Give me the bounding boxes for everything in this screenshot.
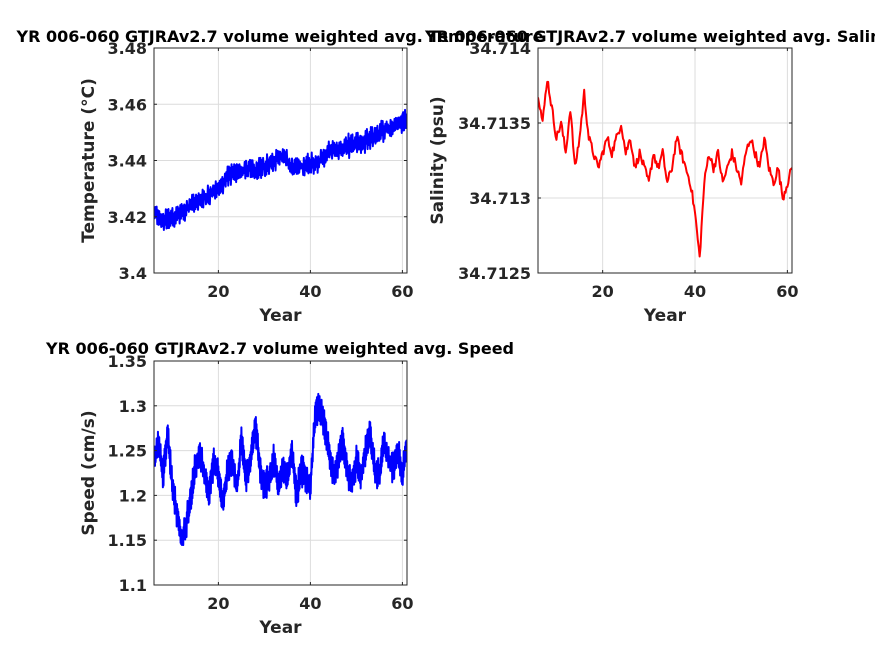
y-tick-label: 1.35 — [108, 352, 147, 371]
y-tick-label: 3.44 — [108, 152, 147, 171]
y-tick-label: 1.25 — [108, 442, 147, 461]
series-line — [154, 392, 407, 547]
chart-title: YR 006-060 GTJRAv2.7 volume weighted avg… — [45, 339, 514, 358]
chart-panel-3: 20 40 60 1.1 1.15 1.2 1.25 1.3 1.35 Year Speed (cm… — [45, 339, 514, 638]
y-axis-label: Speed (cm/s) — [79, 410, 99, 535]
y-tick-label: 3.48 — [108, 39, 147, 58]
x-tick-label: 40 — [684, 282, 706, 301]
y-axis-label: Temperature (°C) — [79, 78, 99, 243]
x-tick-label: 60 — [391, 594, 413, 613]
x-tick-label: 40 — [299, 594, 321, 613]
x-tick-label: 60 — [776, 282, 798, 301]
y-tick-label: 1.3 — [119, 397, 147, 416]
x-axis-label: Year — [258, 306, 302, 326]
x-tick-label: 60 — [391, 282, 413, 301]
chart-panel-2: 20 40 60 34.7125 34.713 34.7135 34.714 Year Sali… — [424, 27, 875, 326]
y-tick-label: 34.713 — [469, 189, 531, 208]
series-line — [154, 108, 407, 231]
y-tick-label: 3.42 — [108, 208, 147, 227]
x-tick-label: 20 — [207, 594, 229, 613]
y-tick-label: 1.15 — [108, 531, 147, 550]
x-tick-label: 20 — [207, 282, 229, 301]
chart-title: YR 006-060 GTJRAv2.7 volume weighted avg… — [424, 27, 875, 46]
x-axis-label: Year — [643, 306, 687, 326]
axes-frame — [537, 47, 793, 274]
y-tick-label: 34.714 — [469, 39, 531, 58]
x-axis-label: Year — [258, 618, 302, 638]
chart-panel-1: 20 40 60 3.4 3.42 3.44 3.46 3.48 Year Temperature… — [16, 27, 544, 326]
y-tick-label: 34.7125 — [458, 264, 531, 283]
y-tick-label: 34.7135 — [458, 114, 531, 133]
series-line — [538, 80, 792, 258]
y-tick-label: 1.2 — [119, 486, 147, 505]
chart-title: YR 006-060 GTJRAv2.7 volume weighted avg… — [16, 27, 544, 46]
y-tick-label: 3.4 — [119, 264, 147, 283]
x-tick-label: 40 — [299, 282, 321, 301]
x-tick-label: 20 — [592, 282, 614, 301]
y-axis-label: Salinity (psu) — [428, 96, 448, 224]
axes-frame — [153, 360, 408, 586]
y-tick-label: 3.46 — [108, 95, 147, 114]
y-tick-label: 1.1 — [119, 576, 147, 595]
